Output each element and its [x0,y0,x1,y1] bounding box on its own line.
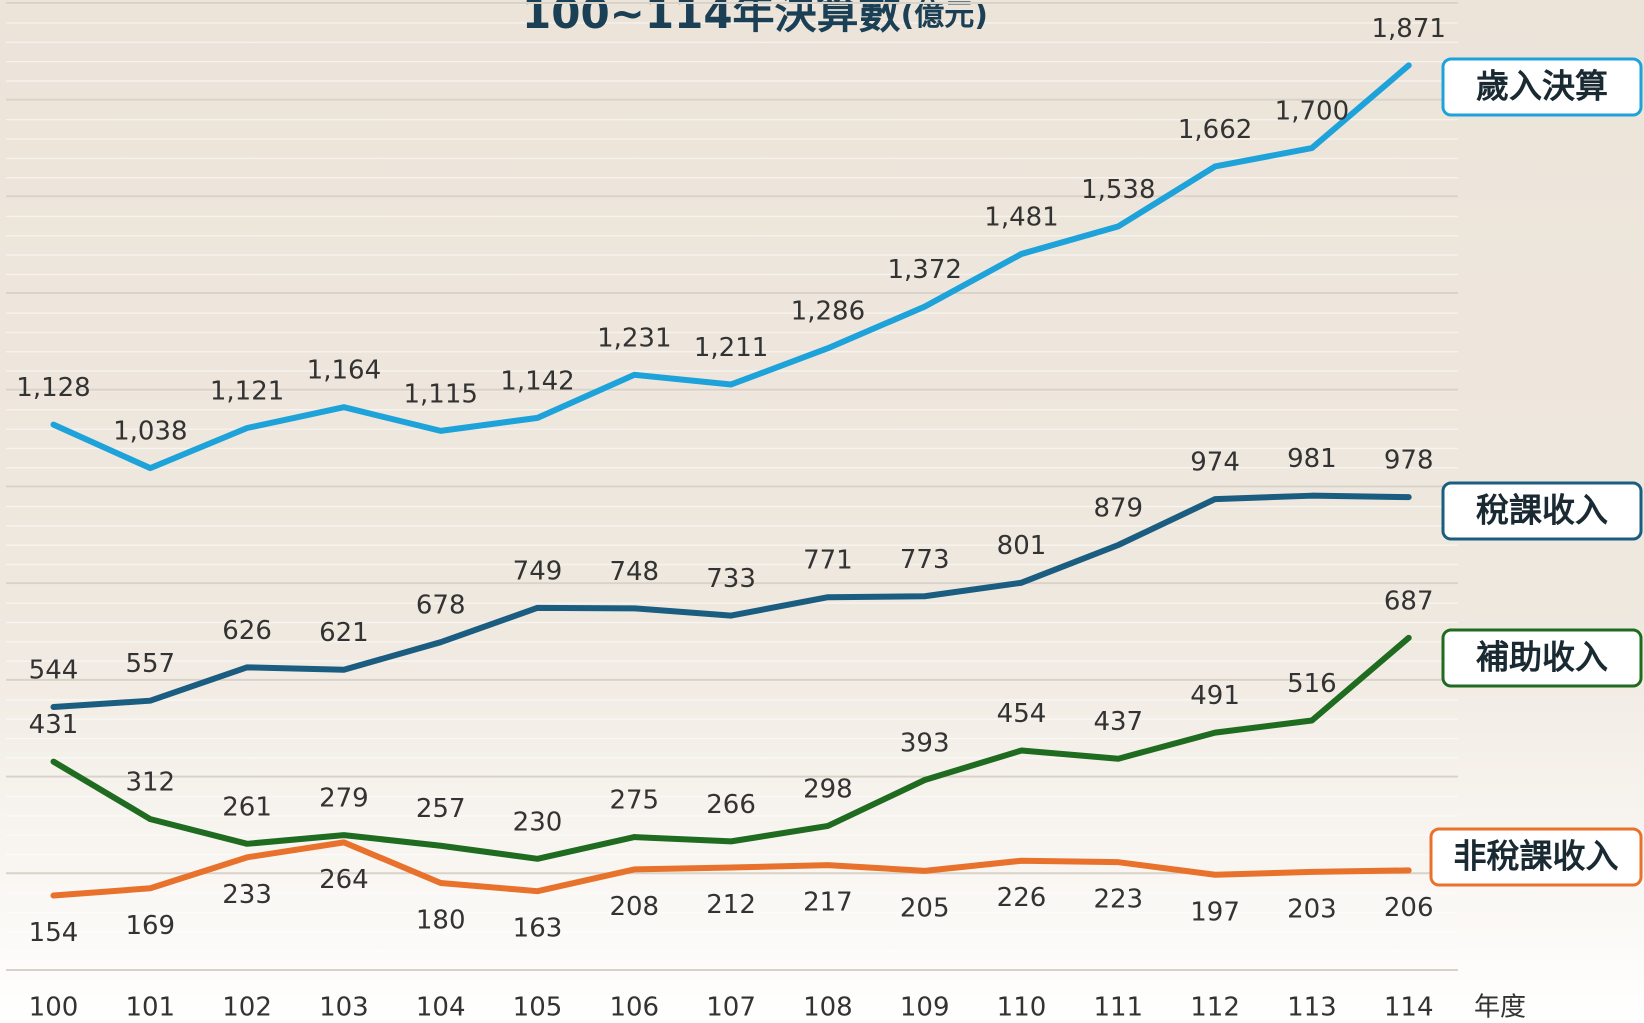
x-axis-label: 年度 [1474,993,1526,1023]
legend-label: 補助收入 [1476,638,1608,677]
x-tick-label: 109 [900,993,950,1023]
legend-label: 稅課收入 [1476,491,1608,530]
data-label: 230 [513,807,563,837]
unit-text: (億元) [901,0,988,33]
data-label: 879 [1093,494,1143,524]
data-label: 1,164 [307,356,381,386]
data-label: 226 [997,883,1047,913]
x-tick-label: 104 [416,993,466,1023]
legend-box [1429,827,1643,887]
legend-box [1441,57,1643,117]
data-label: 257 [416,794,466,824]
data-label: 208 [609,892,659,922]
data-label: 203 [1287,894,1337,924]
x-tick-label: 113 [1287,993,1337,1023]
data-label: 223 [1093,885,1143,915]
data-label: 749 [513,556,563,586]
legend-box [1441,481,1643,541]
data-label: 981 [1287,444,1337,474]
data-label: 1,211 [694,333,768,363]
data-label: 298 [803,774,853,804]
data-label: 163 [513,914,563,944]
data-label: 212 [706,890,756,920]
data-label: 1,115 [403,379,477,409]
data-label: 491 [1190,681,1240,711]
series-line [50,492,1412,710]
data-label: 154 [29,918,79,948]
data-label: 1,038 [113,417,187,447]
data-label: 393 [900,728,950,758]
chart-title: 100~114年決算數(億元) [522,0,988,38]
title-text: 100~114年決算數 [522,0,901,38]
data-label: 687 [1384,586,1434,616]
data-label: 233 [222,880,272,910]
data-label: 978 [1384,446,1434,476]
data-label: 312 [125,768,175,798]
series-line [50,62,1412,472]
x-tick-label: 108 [803,993,853,1023]
x-tick-label: 107 [706,993,756,1023]
data-label: 279 [319,784,369,814]
data-label: 748 [609,557,659,587]
data-label: 261 [222,792,272,822]
x-tick-label: 105 [513,993,563,1023]
data-label: 1,128 [16,373,90,403]
data-label: 974 [1190,448,1240,478]
data-label: 773 [900,545,950,575]
series-line [50,634,1412,862]
data-label: 678 [416,591,466,621]
data-label: 1,700 [1275,97,1349,127]
data-label: 431 [29,710,79,740]
legend-label: 非稅課收入 [1454,837,1619,876]
data-label: 1,231 [597,323,671,353]
x-tick-label: 103 [319,993,369,1023]
data-label: 205 [900,893,950,923]
x-tick-label: 102 [222,993,272,1023]
data-label: 801 [997,531,1047,561]
data-label: 197 [1190,897,1240,927]
data-label: 275 [609,786,659,816]
data-label: 180 [416,905,466,935]
data-label: 206 [1384,893,1434,923]
data-label: 516 [1287,669,1337,699]
x-tick-label: 112 [1190,993,1240,1023]
data-label: 1,372 [887,255,961,285]
x-tick-label: 100 [29,993,79,1023]
series-line [50,839,1412,899]
data-label: 1,286 [791,297,865,327]
data-label: 217 [803,888,853,918]
x-tick-label: 101 [125,993,175,1023]
data-label: 626 [222,616,272,646]
data-label: 544 [29,655,79,685]
data-label: 1,538 [1081,175,1155,205]
data-label: 1,121 [210,376,284,406]
data-label: 1,871 [1371,14,1445,44]
x-tick-label: 111 [1093,993,1143,1023]
data-label: 437 [1093,707,1143,737]
legend-label: 歲入決算 [1476,67,1608,106]
data-label: 1,481 [984,202,1058,232]
data-label: 266 [706,790,756,820]
data-label: 169 [125,911,175,941]
data-label: 733 [706,564,756,594]
data-label: 264 [319,865,369,895]
x-tick-label: 106 [609,993,659,1023]
data-label: 1,662 [1178,115,1252,145]
data-label: 454 [997,699,1047,729]
data-label: 1,142 [500,366,574,396]
data-label: 621 [319,618,369,648]
data-label: 771 [803,546,853,576]
x-tick-label: 110 [997,993,1047,1023]
legend-box [1441,628,1643,688]
data-label: 557 [125,649,175,679]
x-tick-label: 114 [1384,993,1434,1023]
